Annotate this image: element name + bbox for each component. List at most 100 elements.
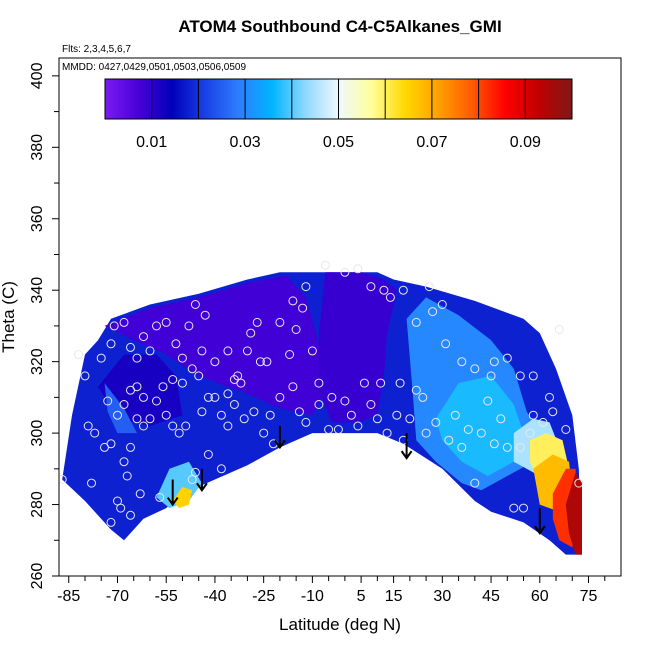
sample-point-48 (437, 300, 447, 309)
sample-point-130 (314, 400, 324, 409)
sample-point-93 (441, 339, 451, 349)
sample-point-24 (216, 464, 226, 474)
sample-point-127 (288, 382, 298, 392)
sample-point-88 (379, 285, 389, 295)
sample-point-99 (528, 371, 538, 381)
x-tick-label--85: -85 (57, 588, 80, 605)
sample-point-64 (119, 317, 129, 327)
x-axis-label: Latitude (deg N) (279, 615, 401, 634)
sample-point-143 (489, 439, 499, 449)
sample-points (59, 260, 584, 527)
sample-point-82 (288, 296, 298, 306)
sample-point-149 (561, 425, 571, 434)
x-axis: -85 -70 -55 -40 -25 -10 5 15 30 45 60 75 (57, 576, 606, 605)
sample-point-32 (285, 350, 295, 359)
sample-point-35 (307, 346, 317, 356)
sample-point-27 (236, 378, 246, 388)
sample-point-57 (528, 410, 538, 420)
sample-point-115 (177, 378, 187, 388)
x-tick-label--10: -10 (301, 588, 324, 605)
sample-point-58 (545, 392, 554, 402)
sample-point-55 (509, 503, 519, 513)
sample-point-53 (486, 371, 496, 381)
sample-point-40 (359, 378, 369, 388)
sample-point-72 (177, 353, 187, 363)
sample-point-17 (181, 421, 191, 431)
sample-point-148 (548, 407, 558, 417)
sample-point-56 (519, 503, 528, 513)
sample-point-28 (246, 328, 256, 338)
sample-point-122 (239, 414, 249, 424)
sample-point-92 (428, 307, 438, 317)
sample-point-47 (424, 282, 434, 292)
sample-point-20 (194, 371, 204, 381)
sample-point-50 (463, 425, 473, 434)
y-tick-label-320: 320 (29, 348, 46, 375)
chart-title: ATOM4 Southbound C4-C5Alkanes_GMI (178, 17, 501, 36)
colorbar-label-0: 0.01 (136, 134, 167, 151)
sample-point-124 (259, 428, 269, 438)
sample-point-67 (139, 332, 148, 342)
sample-point-73 (184, 321, 194, 331)
alkane-field (62, 272, 582, 555)
sample-point-2 (106, 517, 116, 527)
colorbar-labels: 0.01 0.03 0.05 0.07 0.09 (136, 134, 541, 151)
sample-point-136 (392, 410, 402, 420)
sample-point-0 (59, 475, 67, 484)
sample-point-21 (197, 407, 207, 417)
sample-point-39 (353, 421, 363, 431)
sample-point-65 (126, 342, 135, 352)
sample-point-144 (502, 442, 512, 452)
sample-point-120 (223, 389, 233, 399)
sample-point-33 (291, 325, 301, 334)
sample-point-23 (210, 392, 220, 402)
sample-point-6 (122, 471, 132, 481)
y-tick-label-360: 360 (29, 205, 46, 232)
sample-point-11 (139, 421, 148, 431)
sample-point-112 (152, 396, 161, 406)
sample-point-60 (574, 478, 584, 488)
x-tick-label-60: 60 (531, 588, 549, 605)
sample-point-14 (161, 410, 171, 420)
sample-point-7 (126, 510, 135, 520)
sample-point-134 (366, 400, 376, 409)
sample-point-16 (174, 428, 184, 438)
sample-point-105 (103, 396, 113, 406)
sample-point-114 (168, 375, 178, 384)
sample-point-96 (489, 357, 499, 367)
sample-point-30 (262, 357, 272, 367)
flight-arrow-3 (400, 433, 413, 460)
sample-point-106 (106, 439, 116, 449)
y-tick-label-400: 400 (29, 62, 46, 89)
colorbar-label-1: 0.03 (230, 134, 261, 151)
y-axis: 260 280 300 320 340 360 380 400 (29, 62, 59, 589)
sample-point-85 (340, 267, 350, 277)
sample-point-10 (135, 489, 145, 499)
sample-point-61 (96, 353, 106, 363)
sample-point-13 (155, 492, 165, 502)
sample-point-113 (158, 382, 168, 392)
field-region-6 (435, 375, 524, 476)
x-tick-label-75: 75 (580, 588, 598, 605)
sample-point-46 (418, 392, 428, 402)
sample-point-110 (132, 382, 142, 392)
sample-point-45 (411, 385, 421, 395)
dates-subtitle: MMDD: 0427,0429,0501,0503,0506,0509 (62, 62, 246, 73)
sample-point-78 (233, 371, 243, 381)
sample-point-62 (106, 339, 116, 349)
sample-point-79 (242, 346, 252, 356)
colorbar-label-3: 0.07 (416, 134, 447, 151)
sample-point-75 (200, 310, 210, 320)
x-tick-label-45: 45 (482, 588, 500, 605)
y-tick-label-260: 260 (29, 563, 46, 590)
sample-point-1 (87, 478, 96, 488)
x-tick-label-30: 30 (433, 588, 451, 605)
sample-point-119 (216, 410, 226, 420)
sample-point-63 (109, 321, 119, 331)
sample-point-98 (515, 371, 525, 381)
sample-point-138 (421, 428, 431, 438)
plot-frame (58, 57, 622, 577)
sample-point-94 (457, 357, 467, 367)
sample-point-135 (372, 414, 382, 424)
sample-point-142 (476, 428, 486, 438)
